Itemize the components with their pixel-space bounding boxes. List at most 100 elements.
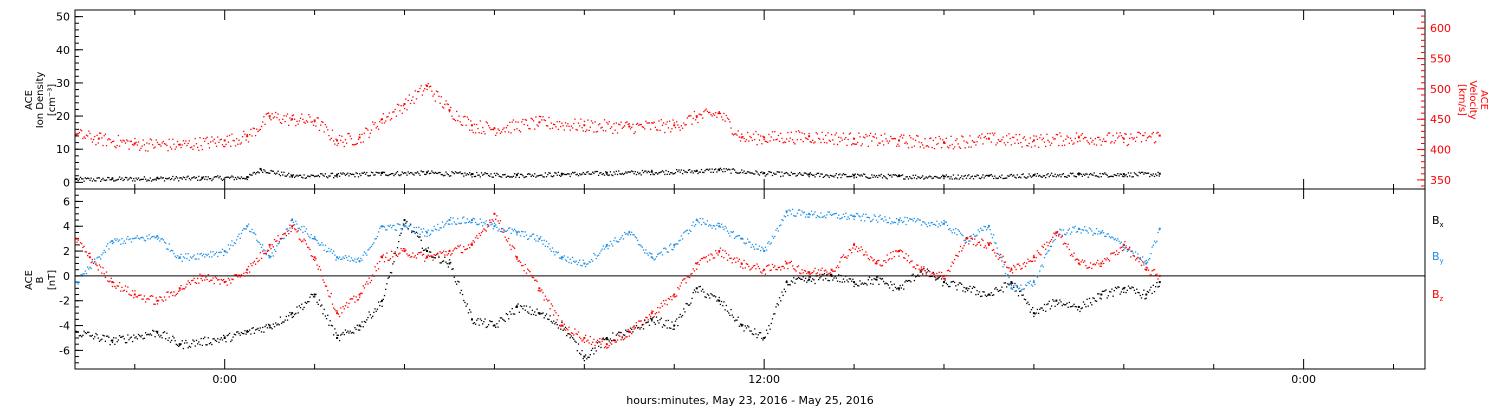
by-dot bbox=[82, 273, 84, 275]
density-dot bbox=[772, 172, 775, 174]
velocity-dot bbox=[186, 144, 188, 147]
bz-dot bbox=[279, 237, 282, 240]
velocity-dot bbox=[178, 143, 180, 146]
bx-dot bbox=[1024, 299, 1027, 301]
velocity-dot bbox=[127, 140, 129, 142]
velocity-dot bbox=[486, 122, 489, 124]
bz-dot bbox=[98, 264, 101, 266]
velocity-dot bbox=[574, 118, 576, 120]
bz-dot bbox=[568, 326, 570, 328]
density-dot bbox=[178, 180, 180, 182]
bz-dot bbox=[187, 280, 189, 282]
density-dot bbox=[822, 176, 824, 179]
density-dot bbox=[621, 172, 623, 175]
bz-dot bbox=[426, 255, 428, 257]
bx-dot bbox=[156, 332, 159, 334]
density-dot bbox=[645, 170, 647, 172]
density-dot bbox=[764, 175, 767, 177]
bx-dot bbox=[856, 284, 859, 287]
by-dot bbox=[692, 221, 694, 223]
velocity-dot bbox=[1001, 139, 1003, 141]
bx-dot bbox=[573, 338, 575, 340]
velocity-dot bbox=[470, 120, 472, 122]
by-dot bbox=[858, 215, 860, 217]
by-dot bbox=[1107, 233, 1110, 235]
bx-dot bbox=[419, 236, 421, 238]
bx-dot bbox=[725, 304, 727, 307]
density-dot bbox=[554, 171, 556, 174]
by-dot bbox=[439, 227, 441, 229]
velocity-dot bbox=[926, 145, 929, 147]
bz-dot bbox=[966, 237, 969, 239]
by-dot bbox=[1132, 252, 1134, 254]
bz-dot bbox=[267, 249, 270, 252]
velocity-dot bbox=[1100, 144, 1102, 146]
bz-dot bbox=[343, 308, 345, 310]
by-dot bbox=[940, 221, 943, 223]
density-dot bbox=[509, 176, 511, 178]
density-dot bbox=[765, 174, 768, 176]
bz-dot bbox=[894, 250, 897, 252]
density-dot bbox=[354, 176, 356, 178]
velocity-dot bbox=[715, 112, 717, 114]
density-dot bbox=[603, 174, 606, 176]
by-dot bbox=[1046, 252, 1048, 254]
by-dot bbox=[538, 238, 541, 240]
density-dot bbox=[692, 172, 694, 174]
bz-dot bbox=[111, 285, 114, 288]
bz-dot bbox=[1120, 246, 1123, 248]
by-dot bbox=[91, 261, 94, 263]
bz-dot bbox=[183, 288, 186, 290]
density-dot bbox=[944, 175, 946, 178]
by-dot bbox=[1094, 233, 1097, 235]
by-dot bbox=[575, 260, 577, 262]
bz-dot bbox=[223, 278, 225, 281]
by-dot bbox=[720, 223, 723, 225]
density-dot bbox=[607, 174, 609, 177]
bz-dot bbox=[348, 302, 350, 305]
velocity-dot bbox=[212, 140, 214, 142]
bz-dot bbox=[175, 293, 178, 296]
bz-point bbox=[1122, 243, 1125, 246]
velocity-dot bbox=[949, 144, 951, 147]
density-dot bbox=[375, 171, 377, 173]
velocity-dot bbox=[822, 138, 824, 140]
velocity-dot bbox=[129, 140, 131, 143]
by-dot bbox=[589, 261, 591, 263]
density-dot bbox=[1039, 174, 1041, 177]
velocity-dot bbox=[467, 118, 470, 121]
b-tick-label: -6 bbox=[59, 344, 70, 357]
velocity-dot bbox=[1157, 131, 1159, 134]
velocity-dot bbox=[1150, 136, 1152, 138]
bx-dot bbox=[187, 347, 189, 349]
density-dot bbox=[778, 171, 781, 173]
velocity-dot bbox=[522, 118, 524, 121]
bz-dot bbox=[1074, 259, 1076, 261]
bz-dot bbox=[168, 296, 170, 298]
bz-dot bbox=[1091, 267, 1093, 270]
bz-dot bbox=[1022, 263, 1024, 265]
density-dot bbox=[446, 173, 448, 175]
by-dot bbox=[324, 244, 327, 246]
density-dot bbox=[877, 176, 879, 179]
velocity-dot bbox=[820, 141, 822, 144]
bz-dot bbox=[859, 250, 861, 252]
density-dot bbox=[401, 171, 403, 173]
density-dot bbox=[1112, 175, 1114, 178]
density-dot bbox=[674, 172, 677, 174]
density-dot bbox=[1108, 175, 1111, 178]
bx-dot bbox=[314, 296, 316, 298]
bz-dot bbox=[861, 248, 864, 251]
velocity-dot bbox=[1065, 138, 1067, 140]
bz-dot bbox=[1046, 241, 1048, 243]
bz-dot bbox=[398, 253, 400, 255]
bz-dot bbox=[587, 339, 589, 341]
bx-dot bbox=[668, 327, 671, 329]
velocity-dot bbox=[551, 127, 554, 129]
velocity-dot bbox=[929, 137, 931, 140]
bx-dot bbox=[791, 281, 794, 283]
bz-dot bbox=[191, 280, 193, 282]
density-dot bbox=[1138, 171, 1140, 173]
bx-dot bbox=[153, 330, 155, 332]
